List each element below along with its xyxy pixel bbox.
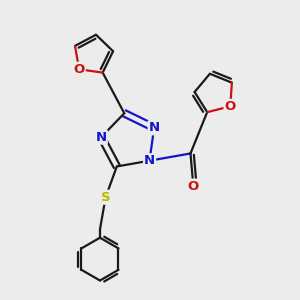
Text: O: O <box>74 63 85 76</box>
Text: N: N <box>148 121 160 134</box>
Text: N: N <box>96 131 107 144</box>
Text: N: N <box>144 154 155 167</box>
Text: S: S <box>101 191 110 204</box>
Text: O: O <box>188 179 199 193</box>
Text: O: O <box>225 100 236 113</box>
